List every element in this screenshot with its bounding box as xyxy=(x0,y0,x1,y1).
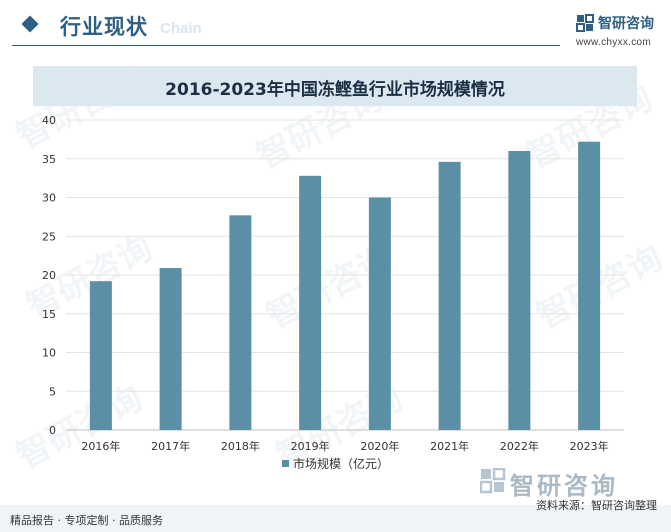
y-tick-label: 5 xyxy=(49,385,56,398)
section-title: 行业现状 xyxy=(60,15,148,39)
y-tick-label: 35 xyxy=(42,153,56,166)
legend-swatch xyxy=(282,460,289,467)
bar xyxy=(159,268,182,430)
bar xyxy=(299,175,322,430)
bottom-brand-name: 智研咨询 xyxy=(510,472,618,500)
brand-logo-icon xyxy=(576,14,594,32)
source-note: 资料来源：智研咨询整理 xyxy=(536,499,657,512)
y-tick-label: 25 xyxy=(42,230,56,243)
x-tick-label: 2021年 xyxy=(430,439,469,453)
x-tick-label: 2019年 xyxy=(291,439,330,453)
bar xyxy=(229,215,252,430)
legend-label: 市场规模（亿元） xyxy=(293,456,389,471)
bar xyxy=(508,151,531,430)
y-tick-label: 0 xyxy=(49,424,56,437)
brand-url: www.chyxx.com xyxy=(576,37,652,48)
x-tick-label: 2016年 xyxy=(81,439,120,453)
y-tick-label: 40 xyxy=(42,114,56,127)
bar-chart: 0 5 10 15 20 25 30 35 40 2016年 2017年 2018年 2019年 2020… xyxy=(42,114,624,471)
footer-tagline: 精品报告 · 专项定制 · 品质服务 xyxy=(10,514,163,527)
section-title-en: Chain xyxy=(160,20,202,37)
bar xyxy=(438,161,461,430)
y-tick-label: 30 xyxy=(42,192,56,205)
y-tick-label: 20 xyxy=(42,269,56,282)
chart-title: 2016-2023年中国冻鲣鱼行业市场规模情况 xyxy=(165,80,505,100)
brand-name: 智研咨询 xyxy=(598,16,654,32)
y-tick-label: 15 xyxy=(42,308,56,321)
bar xyxy=(89,281,112,430)
bottom-brand-logo-icon xyxy=(480,468,506,494)
page-header: 行业现状 Chain 智研咨询 www.chyxx.com xyxy=(0,0,671,48)
chart-title-band: 2016-2023年中国冻鲣鱼行业市场规模情况 xyxy=(33,66,637,106)
header-divider xyxy=(12,45,560,46)
y-tick-label: 10 xyxy=(42,347,56,360)
x-tick-label: 2020年 xyxy=(360,439,399,453)
bar xyxy=(368,197,391,430)
x-tick-label: 2023年 xyxy=(570,439,609,453)
x-tick-label: 2017年 xyxy=(151,439,190,453)
bar xyxy=(578,141,601,430)
footer-bar xyxy=(0,505,671,532)
x-tick-label: 2022年 xyxy=(500,439,539,453)
x-tick-label: 2018年 xyxy=(221,439,260,453)
